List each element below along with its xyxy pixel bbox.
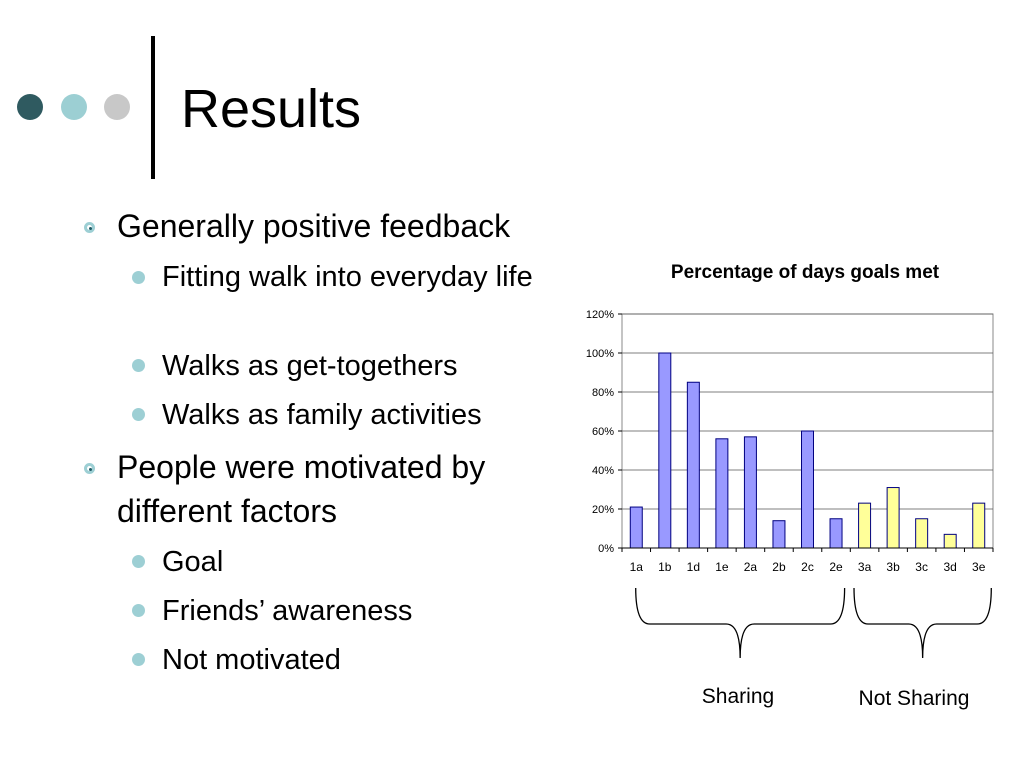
- x-tick-label: 3d: [944, 560, 957, 574]
- bar-3c: [915, 518, 929, 549]
- group-label-not-sharing: Not Sharing: [859, 687, 970, 710]
- y-tick-label: 100%: [586, 348, 614, 360]
- x-tick-label: 2c: [801, 560, 814, 574]
- x-tick-label: 2a: [744, 560, 758, 574]
- y-tick-label: 60%: [592, 426, 614, 438]
- y-tick-label: 40%: [592, 465, 614, 477]
- bar-2c: [801, 430, 814, 549]
- sub-bullet-icon: [132, 653, 145, 666]
- x-tick-label: 3b: [886, 560, 900, 574]
- bar-chart: Percentage of days goals met 0% 20% 40% 60%…: [586, 262, 994, 710]
- bar-1d: [686, 381, 700, 549]
- x-tick-label: 3c: [915, 560, 928, 574]
- slide-title: Results: [181, 79, 362, 139]
- x-tick-label: 1d: [687, 560, 700, 574]
- y-tick-label: 80%: [592, 387, 614, 399]
- bar-3d: [943, 533, 957, 549]
- x-tick-label: 1b: [658, 560, 672, 574]
- sub-bullet-goal: Goal: [162, 546, 224, 578]
- x-tick-label: 1e: [715, 560, 729, 574]
- bar-2a: [743, 436, 757, 549]
- bar-3e: [972, 502, 986, 549]
- bullet-motivated: People were motivated by different facto…: [117, 449, 486, 529]
- sub-bullet-icon: [132, 271, 145, 284]
- nav-dot-teal: [61, 94, 87, 120]
- x-tick-label: 1a: [630, 560, 644, 574]
- sub-bullet-icon: [132, 359, 145, 372]
- bar-1e: [715, 438, 729, 549]
- bar-3a: [858, 502, 872, 549]
- not-sharing-brace: [853, 587, 992, 659]
- group-label-sharing: Sharing: [702, 685, 774, 708]
- sub-bullet-not-motivated: Not motivated: [162, 644, 341, 676]
- sub-bullet-friends: Friends’ awareness: [162, 595, 413, 627]
- y-tick-label: 0%: [598, 543, 614, 555]
- sub-bullet-icon: [132, 604, 145, 617]
- bullet-ring-icon: [84, 222, 95, 233]
- nav-dot-dark: [17, 94, 43, 120]
- sub-bullet-icon: [132, 408, 145, 421]
- title-divider: [151, 36, 155, 179]
- chart-title: Percentage of days goals met: [671, 262, 940, 283]
- x-tick-label: 2e: [829, 560, 843, 574]
- x-tick-label: 3a: [858, 560, 872, 574]
- bullet-list: Generally positive feedback Fitting walk…: [84, 208, 533, 676]
- sharing-brace: [635, 587, 846, 659]
- x-tick-label: 3e: [972, 560, 986, 574]
- bar-3b: [886, 487, 900, 549]
- x-tick-label: 2b: [772, 560, 786, 574]
- bar-2e: [829, 518, 843, 549]
- bar-1a: [629, 506, 643, 549]
- bullet-generally-positive: Generally positive feedback: [117, 208, 511, 244]
- sub-bullet-fitting-walk: Fitting walk into everyday life: [162, 261, 533, 293]
- y-tick-label: 20%: [592, 504, 614, 516]
- sub-bullet-icon: [132, 555, 145, 568]
- bullet-ring-icon: [84, 463, 95, 474]
- bar-1b: [658, 352, 672, 549]
- nav-dot-gray: [104, 94, 130, 120]
- y-tick-label: 120%: [586, 309, 614, 321]
- sub-bullet-get-togethers: Walks as get-togethers: [162, 350, 458, 382]
- sub-bullet-family: Walks as family activities: [162, 399, 482, 431]
- bar-2b: [772, 520, 786, 549]
